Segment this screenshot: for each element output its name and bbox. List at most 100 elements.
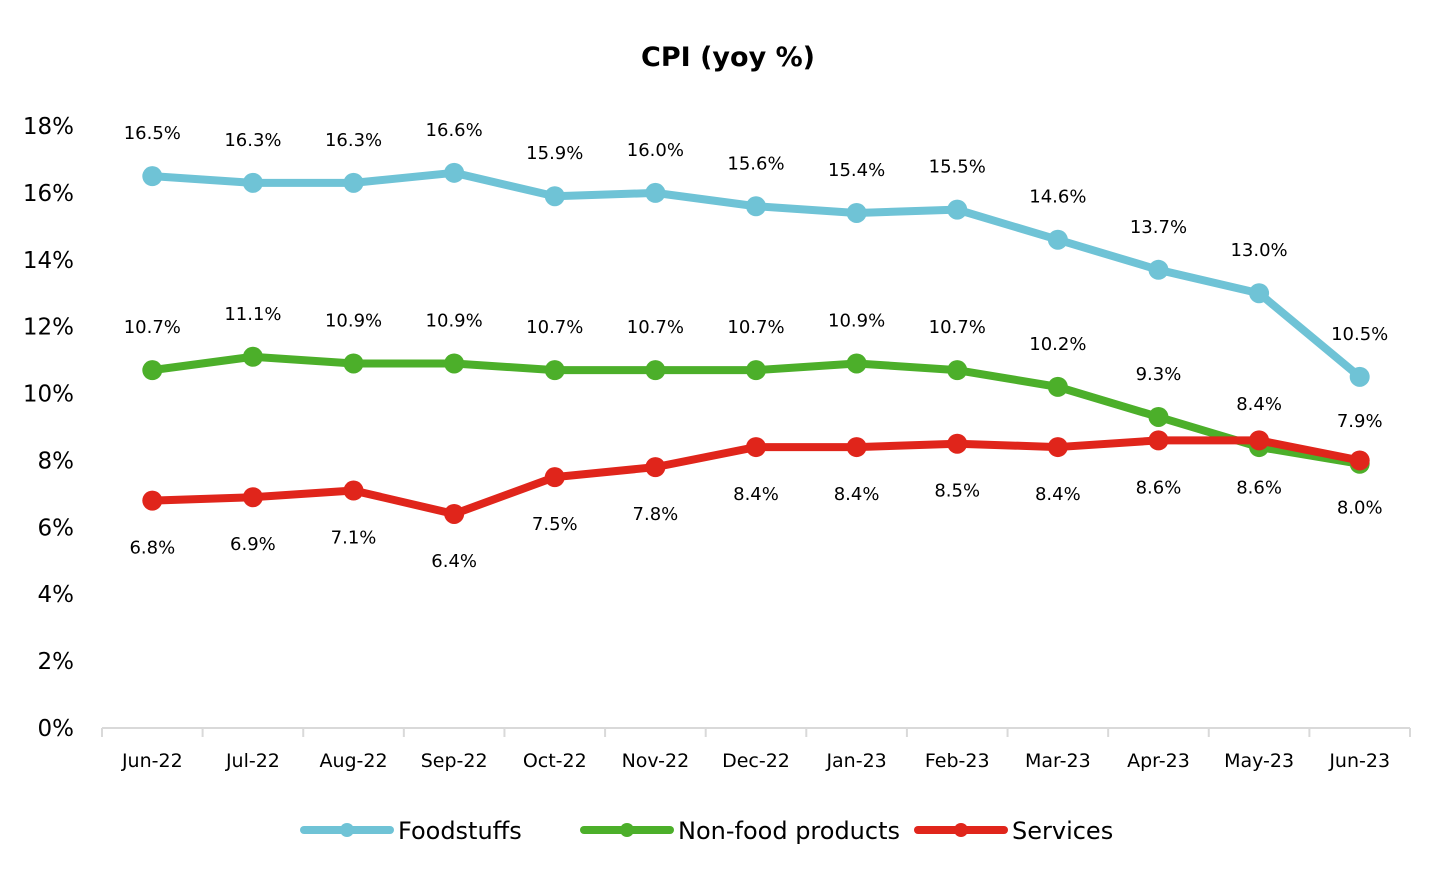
data-point — [242, 346, 263, 367]
data-label: 16.6% — [426, 120, 483, 141]
data-label: 15.4% — [828, 160, 885, 181]
data-label: 13.0% — [1230, 240, 1287, 261]
data-point — [1349, 450, 1370, 471]
data-label: 15.6% — [727, 153, 784, 174]
y-tick-label: 2% — [38, 649, 75, 675]
y-tick-label: 16% — [23, 181, 74, 207]
data-label: 10.9% — [426, 310, 483, 331]
data-point — [1249, 283, 1270, 304]
data-point — [1047, 437, 1068, 458]
data-label: 10.2% — [1029, 334, 1086, 355]
y-tick-label: 6% — [38, 515, 75, 541]
x-tick-label: Jul-22 — [225, 750, 280, 772]
x-tick-label: Jun-22 — [121, 750, 183, 772]
data-label: 15.5% — [929, 157, 986, 178]
data-label: 16.3% — [224, 130, 281, 151]
data-point — [1047, 376, 1068, 397]
data-point — [1148, 430, 1169, 451]
data-point — [746, 196, 766, 217]
data-point — [343, 353, 364, 374]
data-point — [846, 353, 867, 374]
data-point — [444, 162, 465, 183]
data-label: 7.1% — [331, 528, 377, 549]
data-label: 10.7% — [727, 317, 784, 338]
data-label: 10.9% — [325, 310, 382, 331]
data-point — [746, 360, 766, 381]
data-point — [947, 360, 968, 381]
data-point — [1148, 259, 1169, 280]
data-point — [746, 437, 766, 458]
data-label: 9.3% — [1136, 364, 1182, 385]
y-tick-label: 18% — [23, 114, 74, 140]
data-label: 11.1% — [224, 304, 281, 325]
x-tick-label: Aug-22 — [319, 750, 387, 772]
data-point — [1148, 406, 1169, 427]
data-label: 10.7% — [124, 317, 181, 338]
data-label: 10.7% — [526, 317, 583, 338]
data-point — [846, 202, 867, 223]
data-label: 10.7% — [929, 317, 986, 338]
data-label: 13.7% — [1130, 217, 1187, 238]
y-tick-label: 12% — [23, 315, 74, 341]
legend-entry: Non-food products — [580, 817, 900, 845]
data-point — [242, 172, 263, 193]
x-tick-label: Nov-22 — [622, 750, 690, 772]
legend-label: Foodstuffs — [398, 817, 522, 845]
axes: 0% 2% 4% 6% 8% 10% 12% 14% 16% 18% Jun-22 Jul-22 Aug… — [23, 114, 1411, 772]
data-label: 8.5% — [934, 481, 980, 502]
x-tick-label: Sep-22 — [421, 750, 488, 772]
data-label: 8.0% — [1337, 497, 1383, 518]
y-tick-label: 8% — [38, 448, 75, 474]
data-label: 6.9% — [230, 534, 276, 555]
legend-swatch-marker — [340, 823, 354, 837]
data-point — [142, 166, 163, 187]
data-label: 8.4% — [834, 484, 880, 505]
data-point — [343, 480, 364, 501]
data-label: 10.9% — [828, 310, 885, 331]
x-tick-label: Jun-23 — [1328, 750, 1390, 772]
x-tick-label: Oct-22 — [523, 750, 587, 772]
x-tick-label: Feb-23 — [925, 750, 990, 772]
data-point — [947, 199, 968, 220]
data-label: 6.8% — [129, 538, 175, 559]
data-point — [645, 182, 666, 203]
data-label: 6.4% — [431, 551, 477, 572]
series-layer — [142, 162, 1370, 524]
data-point — [1349, 366, 1370, 387]
y-tick-label: 4% — [38, 582, 75, 608]
data-label: 16.3% — [325, 130, 382, 151]
data-label: 15.9% — [526, 143, 583, 164]
legend-label: Services — [1012, 817, 1113, 845]
data-label: 16.5% — [124, 123, 181, 144]
x-tick-label: May-23 — [1224, 750, 1294, 772]
data-point — [645, 457, 666, 478]
data-point — [242, 487, 263, 508]
data-point — [544, 360, 565, 381]
data-labels-layer: 16.5% 16.3% 16.3% 16.6% 15.9% 16.0% 15.6% 15.4%… — [124, 120, 1389, 572]
data-label: 16.0% — [627, 140, 684, 161]
x-tick-label: Apr-23 — [1127, 750, 1190, 772]
data-point — [1047, 229, 1068, 250]
x-tick-label: Dec-22 — [722, 750, 790, 772]
legend-swatch-marker — [954, 823, 968, 837]
data-label: 14.6% — [1029, 187, 1086, 208]
data-point — [142, 490, 163, 511]
data-point — [645, 360, 666, 381]
data-label: 7.5% — [532, 514, 578, 535]
y-tick-label: 10% — [23, 382, 74, 408]
data-label: 8.4% — [1035, 484, 1081, 505]
data-point — [444, 353, 465, 374]
data-point — [343, 172, 364, 193]
legend-label: Non-food products — [678, 817, 900, 845]
data-point — [444, 503, 465, 524]
data-label: 8.4% — [733, 484, 779, 505]
data-label: 10.5% — [1331, 324, 1388, 345]
x-tick-label: Jan-23 — [825, 750, 886, 772]
data-point — [142, 360, 163, 381]
data-point — [544, 186, 565, 207]
data-label: 7.8% — [633, 504, 679, 525]
legend: Foodstuffs Non-food products Services — [300, 817, 1113, 845]
data-point — [947, 433, 968, 454]
y-tick-label: 0% — [38, 716, 75, 742]
